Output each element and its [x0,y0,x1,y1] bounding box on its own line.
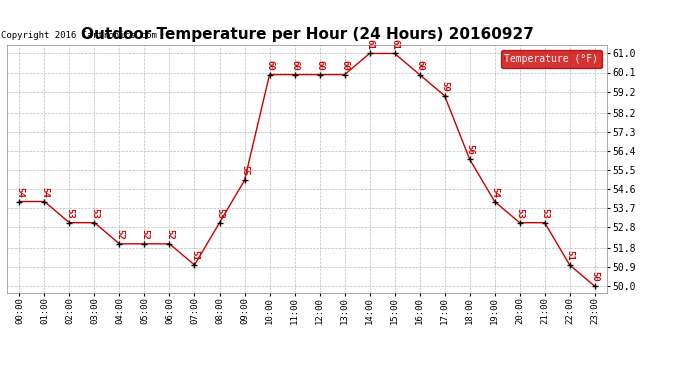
Text: 52: 52 [165,229,174,240]
Text: 61: 61 [365,39,374,49]
Text: 53: 53 [515,208,524,219]
Text: 56: 56 [465,144,474,155]
Text: 60: 60 [265,60,274,70]
Text: 60: 60 [290,60,299,70]
Title: Outdoor Temperature per Hour (24 Hours) 20160927: Outdoor Temperature per Hour (24 Hours) … [81,27,533,42]
Text: 61: 61 [390,39,399,49]
Legend: Temperature (°F): Temperature (°F) [500,50,602,68]
Text: 54: 54 [490,187,499,197]
Text: 53: 53 [90,208,99,219]
Text: 53: 53 [215,208,224,219]
Text: 60: 60 [315,60,324,70]
Text: 53: 53 [65,208,74,219]
Text: 59: 59 [440,81,449,92]
Text: 52: 52 [115,229,124,240]
Text: 54: 54 [15,187,24,197]
Text: 60: 60 [415,60,424,70]
Text: 51: 51 [565,250,574,261]
Text: 53: 53 [540,208,549,219]
Text: Copyright 2016 Cartronics.com: Copyright 2016 Cartronics.com [1,31,157,40]
Text: 60: 60 [340,60,349,70]
Text: 54: 54 [40,187,49,197]
Text: 55: 55 [240,165,249,176]
Text: 51: 51 [190,250,199,261]
Text: 50: 50 [590,271,599,282]
Text: 52: 52 [140,229,149,240]
